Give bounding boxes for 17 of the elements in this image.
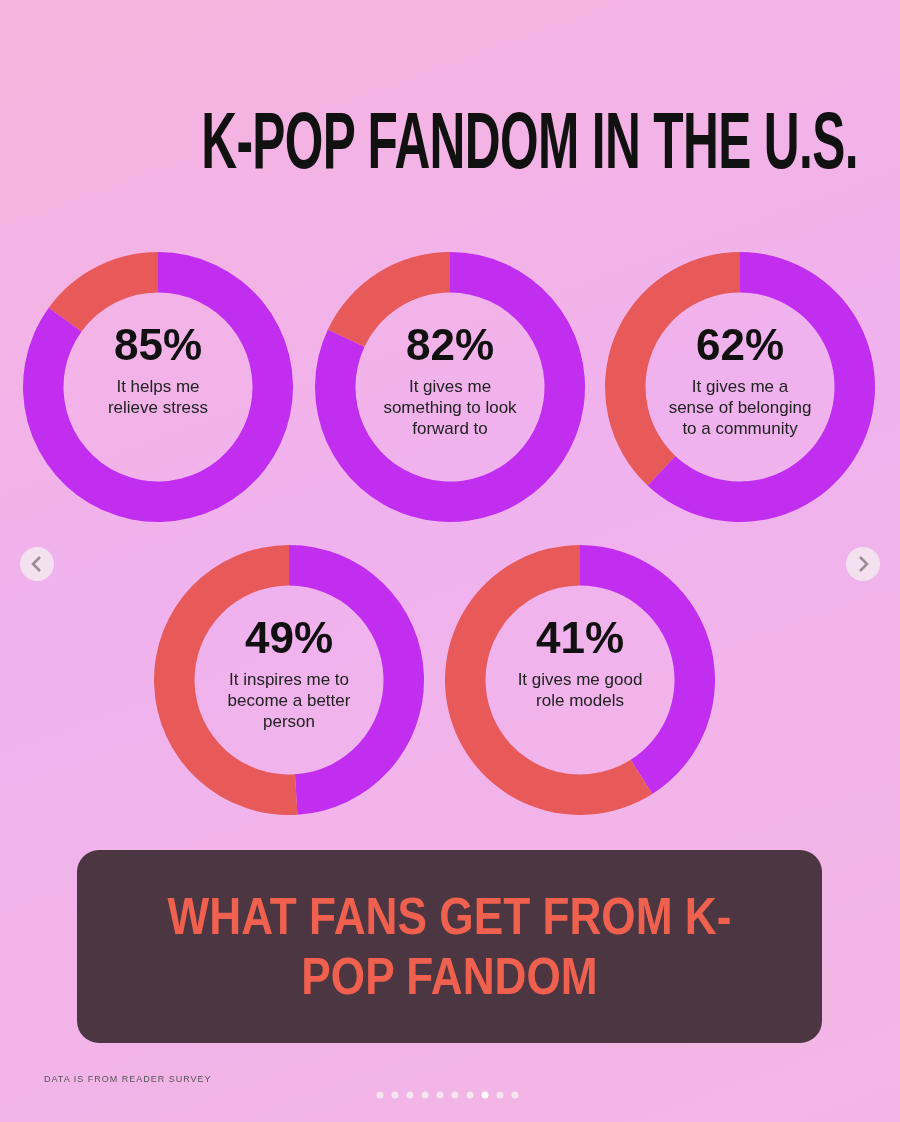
data-label: 85% (113, 320, 203, 369)
donut-slice (445, 545, 653, 815)
slice-label: It inspires me to become a better person (227, 670, 351, 731)
text: K-POP FANDOM IN THE U.S. (201, 95, 858, 187)
text: DATA IS FROM READER SURVEY (44, 1074, 212, 1084)
donut-slice (315, 252, 585, 522)
donut-slice (647, 252, 875, 522)
data-label: 62% (695, 320, 785, 369)
data-label: 49% (244, 613, 334, 662)
slice-label: It gives me something to look forward to (383, 377, 518, 438)
data-label: 82% (405, 320, 495, 369)
slice-label: It gives me a sense of belonging to a community (668, 377, 812, 438)
slice-label: It gives me good role models (517, 670, 643, 710)
donut-slice (23, 252, 293, 522)
data-label: 41% (535, 613, 625, 662)
text: WHAT FANS GET FROM K-POP FANDOM (166, 886, 733, 1007)
slice-label: It helps me relieve stress (107, 377, 209, 417)
